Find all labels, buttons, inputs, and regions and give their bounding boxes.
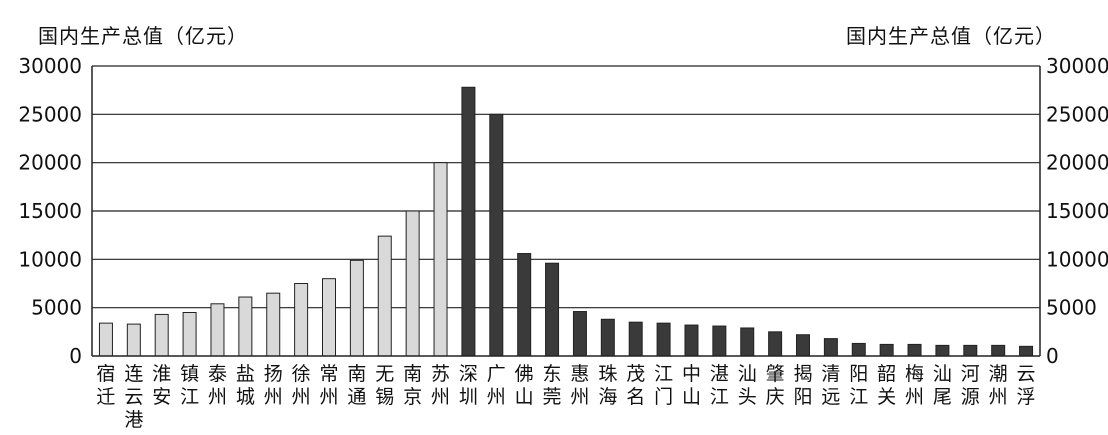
y-axis-title-left: 国内生产总值（亿元） bbox=[38, 24, 248, 48]
y-tick-label-left: 30000 bbox=[18, 54, 82, 78]
category-label: 揭阳 bbox=[793, 363, 812, 408]
category-label: 无锡 bbox=[375, 363, 394, 408]
category-label: 茂名 bbox=[626, 363, 645, 408]
bar-东莞 bbox=[545, 262, 560, 357]
bar-梅州 bbox=[907, 343, 922, 357]
bar-layer bbox=[98, 86, 1034, 357]
y-tick-label-right: 30000 bbox=[1046, 54, 1108, 78]
y-tick-label-right: 0 bbox=[1046, 344, 1059, 368]
bar-珠海 bbox=[600, 318, 615, 357]
category-label: 盐城 bbox=[236, 363, 255, 408]
y-tick-label-left: 25000 bbox=[18, 102, 82, 126]
category-label: 连云港 bbox=[124, 363, 143, 431]
bar-汕尾 bbox=[935, 344, 950, 357]
y-tick-label-left: 10000 bbox=[18, 247, 82, 271]
bar-无锡 bbox=[377, 235, 392, 357]
bar-淮安 bbox=[154, 313, 169, 357]
category-label: 梅州 bbox=[905, 363, 924, 408]
category-label: 宿迁 bbox=[96, 363, 115, 408]
y-tick-label-right: 20000 bbox=[1046, 151, 1108, 175]
category-label: 清远 bbox=[821, 363, 840, 408]
category-label: 江门 bbox=[654, 363, 673, 408]
axis-layer bbox=[91, 66, 1041, 357]
category-label: 潮州 bbox=[989, 363, 1008, 408]
category-label: 苏州 bbox=[431, 363, 450, 408]
y-tick-label-left: 20000 bbox=[18, 151, 82, 175]
y-tick-label-left: 5000 bbox=[31, 296, 82, 320]
bar-深圳 bbox=[461, 86, 476, 357]
category-label: 汕头 bbox=[738, 363, 757, 408]
bar-肇庆 bbox=[768, 331, 783, 357]
bar-苏州 bbox=[433, 162, 448, 357]
y-tick-label-right: 5000 bbox=[1046, 296, 1097, 320]
bar-潮州 bbox=[991, 344, 1006, 357]
category-label: 惠州 bbox=[570, 363, 589, 408]
bar-徐州 bbox=[294, 283, 309, 357]
category-label: 云浮 bbox=[1017, 363, 1036, 408]
category-label: 南通 bbox=[347, 363, 366, 408]
category-label: 珠海 bbox=[598, 363, 617, 408]
category-label: 中山 bbox=[682, 363, 701, 408]
y-tick-label-right: 10000 bbox=[1046, 247, 1108, 271]
category-label: 肇庆 bbox=[766, 363, 785, 408]
bar-惠州 bbox=[572, 311, 587, 357]
y-tick-label-right: 15000 bbox=[1046, 199, 1108, 223]
bar-湛江 bbox=[712, 325, 727, 357]
bar-广州 bbox=[489, 113, 504, 357]
category-label: 阳江 bbox=[849, 363, 868, 408]
category-label: 南京 bbox=[403, 363, 422, 408]
y-tick-label-right: 25000 bbox=[1046, 102, 1108, 126]
category-label: 东莞 bbox=[543, 363, 562, 408]
bar-盐城 bbox=[238, 296, 253, 357]
y-tick-label-left: 15000 bbox=[18, 199, 82, 223]
bar-中山 bbox=[684, 324, 699, 357]
category-label: 深圳 bbox=[459, 363, 478, 408]
category-label: 广州 bbox=[487, 363, 506, 408]
bar-泰州 bbox=[210, 303, 225, 357]
bar-扬州 bbox=[266, 292, 281, 357]
category-label: 常州 bbox=[319, 363, 338, 408]
bar-南京 bbox=[405, 210, 420, 357]
category-label: 淮安 bbox=[152, 363, 171, 408]
bar-佛山 bbox=[517, 253, 532, 357]
y-axis-title-right: 国内生产总值（亿元） bbox=[846, 24, 1056, 48]
category-label: 镇江 bbox=[180, 363, 199, 408]
bar-河源 bbox=[963, 344, 978, 357]
bar-韶关 bbox=[879, 343, 894, 357]
category-label: 汕尾 bbox=[933, 363, 952, 408]
bar-镇江 bbox=[182, 312, 197, 357]
bar-江门 bbox=[656, 322, 671, 357]
grid-layer bbox=[92, 65, 1040, 309]
category-label: 湛江 bbox=[710, 363, 729, 408]
label-layer: 0 0 5000 5000 10000 10000 15000 15000 20000 20000… bbox=[18, 54, 1108, 431]
category-label: 泰州 bbox=[208, 363, 227, 408]
category-label: 扬州 bbox=[264, 363, 283, 408]
bar-茂名 bbox=[628, 321, 643, 357]
bar-常州 bbox=[322, 278, 336, 357]
bar-宿迁 bbox=[98, 322, 113, 357]
bar-清远 bbox=[823, 338, 838, 357]
category-label: 河源 bbox=[961, 363, 980, 408]
category-label: 徐州 bbox=[292, 363, 311, 408]
bar-阳江 bbox=[851, 342, 866, 357]
category-label: 佛山 bbox=[515, 363, 534, 408]
y-tick-label-left: 0 bbox=[69, 344, 82, 368]
category-label: 韶关 bbox=[877, 363, 896, 408]
bar-连云港 bbox=[126, 323, 141, 357]
bar-南通 bbox=[349, 259, 364, 357]
bar-云浮 bbox=[1019, 345, 1034, 357]
bar-汕头 bbox=[740, 327, 755, 357]
bar-揭阳 bbox=[796, 334, 810, 357]
